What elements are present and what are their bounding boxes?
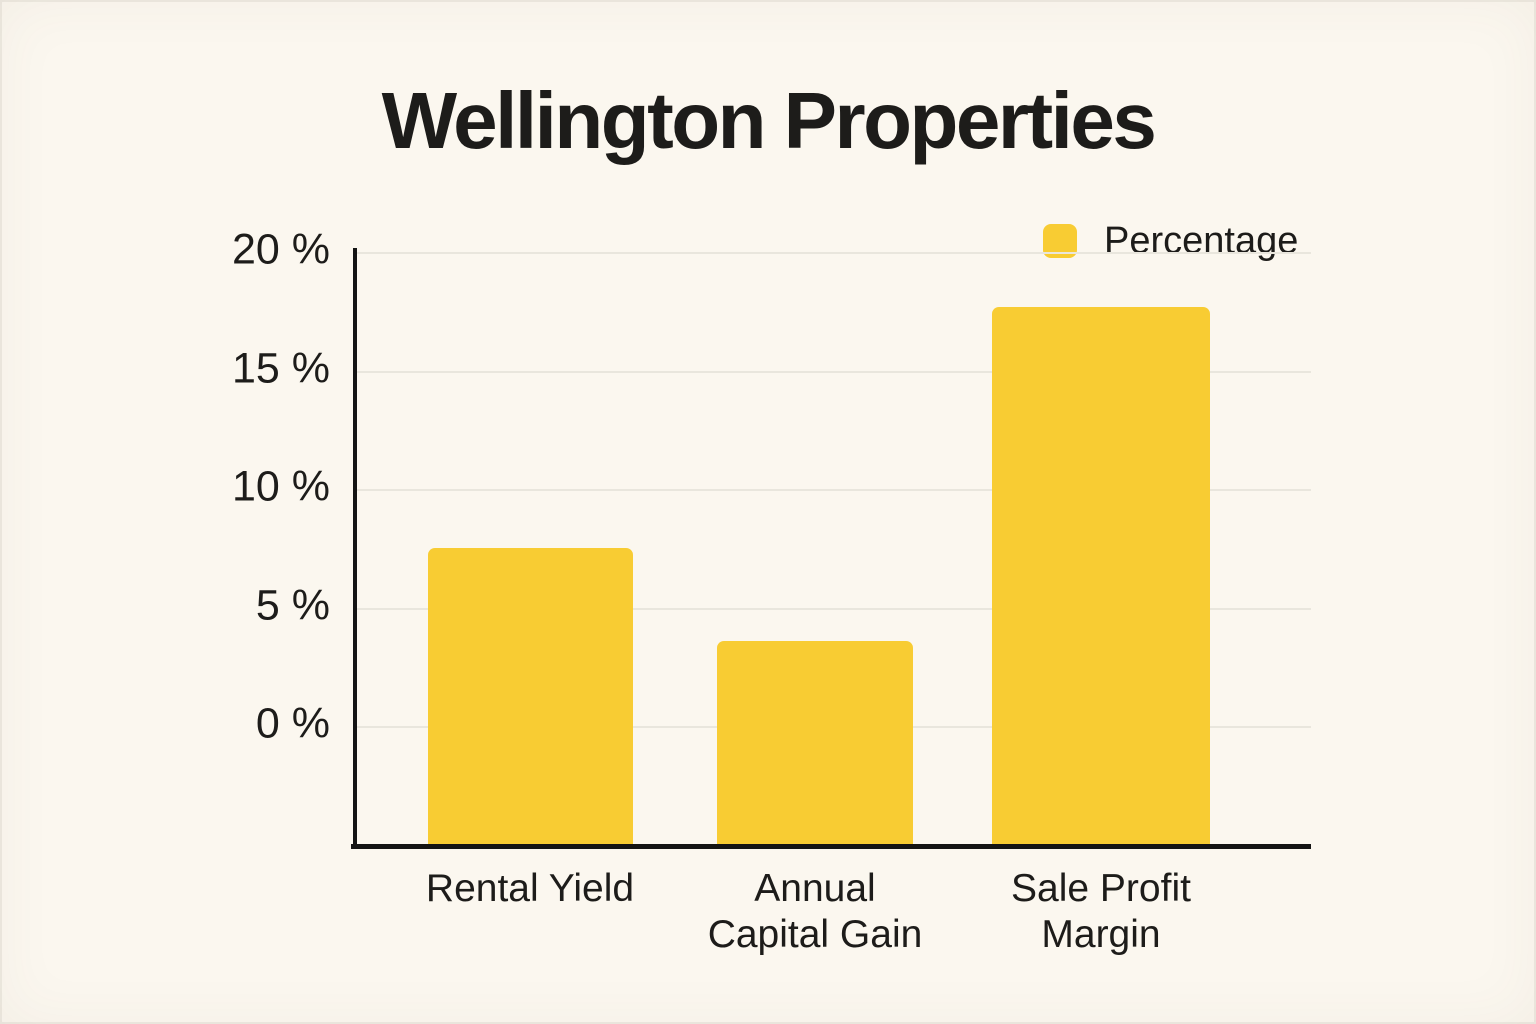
legend: Percentage — [1043, 221, 1298, 261]
x-axis-category-label-line: Margin — [1041, 913, 1161, 956]
y-axis-tick-label: 20 % — [231, 225, 330, 274]
x-axis-category-label-line: Rental Yield — [425, 867, 635, 910]
x-axis-category-label: Annual Capital Gain — [655, 866, 975, 958]
y-axis-tick-label: 0 % — [255, 699, 330, 748]
bar — [717, 640, 913, 844]
chart-title: Wellington Properties — [381, 76, 1157, 165]
gridline — [356, 252, 1311, 254]
legend-label: Percentage — [1104, 220, 1299, 262]
x-axis-category-label-line: Sale Profit — [1011, 867, 1191, 910]
x-axis-category-label: Rental Yield — [370, 866, 690, 912]
gridline — [356, 607, 1311, 610]
y-axis-line — [353, 248, 357, 849]
x-axis-category-label-line: Annual — [754, 867, 876, 910]
y-axis-tick-label: 10 % — [231, 462, 330, 511]
gridline — [356, 370, 1311, 373]
bar — [427, 548, 633, 844]
x-axis-line — [351, 844, 1311, 849]
bar — [992, 306, 1210, 844]
gridline — [356, 489, 1311, 491]
y-axis-tick-label: 15 % — [231, 344, 330, 393]
x-axis-category-label: Sale Profit Margin — [941, 866, 1261, 958]
y-axis-tick-label: 5 % — [255, 581, 330, 630]
x-axis-category-label-line: Capital Gain — [707, 913, 923, 956]
